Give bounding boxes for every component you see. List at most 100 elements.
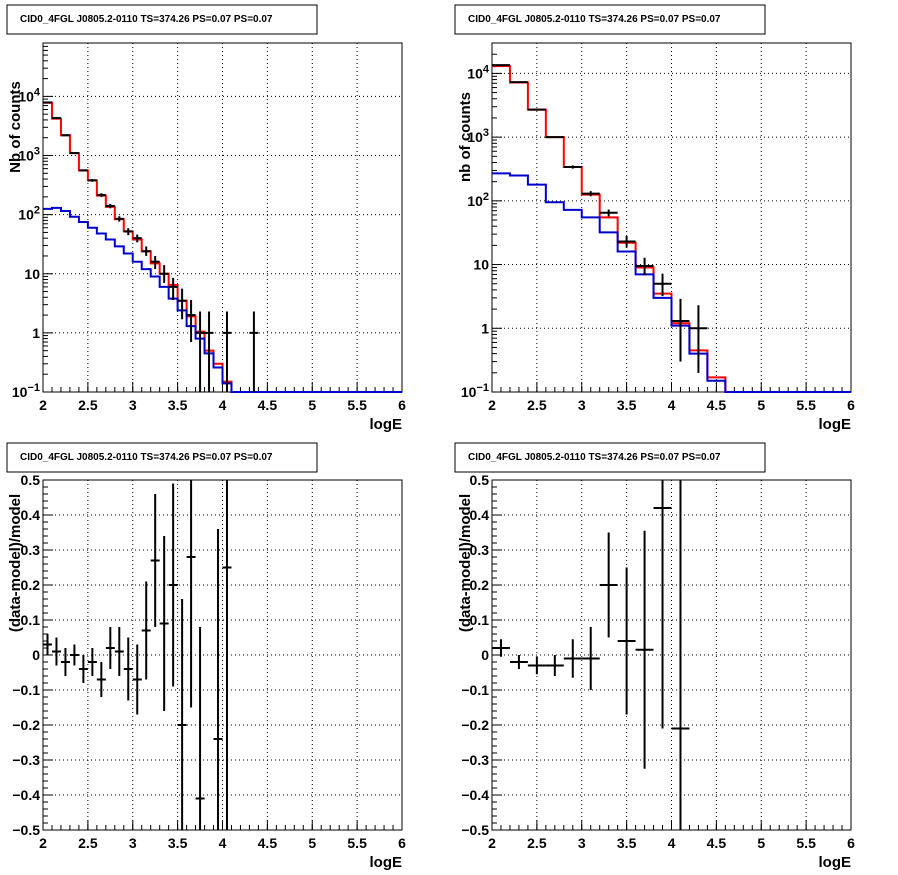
x-tick-label: 5	[757, 835, 765, 851]
y-tick-label: −0.2	[461, 717, 489, 733]
data-point	[78, 169, 88, 172]
y-tick-label: 1	[481, 320, 489, 336]
x-tick-label: 3	[129, 397, 137, 413]
y-tick-label: 0.3	[21, 542, 41, 558]
y-tick-label: −0.1	[461, 682, 489, 698]
data-point	[635, 257, 654, 276]
data-point	[51, 117, 61, 120]
data-point	[545, 136, 564, 139]
y-tick-label: 0	[32, 647, 40, 663]
y-tick-label: 0.5	[21, 472, 41, 488]
x-tick-label: 5	[308, 835, 316, 851]
x-axis-label: logE	[819, 416, 852, 433]
data-point	[581, 191, 600, 197]
x-tick-label: 3	[578, 397, 586, 413]
y-tick-label: 10	[473, 257, 489, 273]
title-box	[454, 4, 766, 35]
x-tick-label: 5.5	[796, 835, 816, 851]
x-tick-label: 2.5	[78, 835, 98, 851]
y-tick-label: 102	[18, 205, 40, 223]
data-point	[581, 627, 600, 690]
title-box	[454, 442, 766, 473]
data-point	[105, 627, 115, 669]
data-point	[617, 567, 636, 715]
data-point	[492, 64, 510, 67]
x-tick-label: 5	[757, 397, 765, 413]
y-tick-label: 0.2	[470, 577, 490, 593]
y-tick-label: 0.3	[470, 542, 490, 558]
data-point	[114, 216, 124, 222]
y-tick-label: −0.3	[12, 752, 40, 768]
data-point	[527, 108, 546, 111]
data-point	[123, 228, 133, 236]
data-point	[222, 311, 232, 392]
x-tick-label: 6	[847, 397, 855, 413]
data-point	[150, 494, 160, 627]
data-point	[69, 152, 79, 155]
x-tick-label: 5	[308, 397, 316, 413]
data-point	[78, 655, 88, 683]
x-tick-label: 2.5	[527, 835, 547, 851]
data-point	[671, 480, 690, 830]
x-tick-label: 4	[219, 397, 227, 413]
data-point	[96, 193, 106, 197]
data-point	[617, 236, 636, 248]
chart-panel-1: CID0_4FGL J0805.2-0110 TS=374.26 PS=0.07…	[6, 4, 406, 433]
x-tick-label: 2.5	[78, 397, 98, 413]
data-point	[195, 627, 205, 830]
data-point	[132, 234, 142, 243]
data-point	[159, 265, 169, 283]
data-point	[168, 483, 178, 687]
y-tick-label: 103	[467, 127, 489, 145]
chart-title: CID0_4FGL J0805.2-0110 TS=374.26 PS=0.07…	[20, 14, 273, 25]
chart-title: CID0_4FGL J0805.2-0110 TS=374.26 PS=0.07…	[468, 452, 721, 463]
y-axis-label: (data-model)/model	[457, 494, 474, 632]
y-tick-label: −0.5	[461, 822, 489, 838]
data-point	[60, 134, 70, 137]
data-point	[87, 179, 97, 182]
data-point	[653, 480, 672, 729]
y-tick-label: 10−1	[461, 382, 489, 400]
data-point	[653, 273, 672, 297]
x-tick-label: 4.5	[258, 397, 278, 413]
data-point	[177, 288, 187, 320]
data-point	[141, 581, 151, 680]
y-tick-label: 1	[32, 325, 40, 341]
data-point	[545, 655, 564, 676]
x-tick-label: 3.5	[617, 397, 637, 413]
y-axis-label: (data-model)/model	[7, 494, 24, 632]
x-tick-label: 3.5	[617, 835, 637, 851]
data-point	[599, 532, 618, 638]
data-point	[132, 644, 142, 715]
data-point	[492, 639, 510, 657]
data-point	[222, 480, 232, 830]
data-point	[168, 277, 178, 300]
x-tick-label: 2.5	[527, 397, 547, 413]
data-point	[509, 81, 528, 84]
x-tick-label: 3	[578, 835, 586, 851]
y-tick-label: −0.3	[461, 752, 489, 768]
data-point	[249, 311, 259, 392]
y-tick-label: −0.4	[461, 787, 489, 803]
data-point	[114, 627, 124, 676]
data-point	[105, 203, 115, 209]
data-point	[186, 480, 196, 708]
data-point	[60, 648, 70, 676]
data-point	[87, 648, 97, 676]
data-point	[69, 644, 79, 666]
y-tick-label: 10	[24, 266, 40, 282]
x-tick-label: 2	[39, 397, 47, 413]
data-point	[123, 637, 133, 701]
data-point	[563, 165, 582, 169]
y-tick-label: −0.5	[12, 822, 40, 838]
x-tick-label: 4.5	[707, 397, 727, 413]
y-tick-label: 0.1	[470, 612, 490, 628]
x-axis-label: logE	[370, 416, 403, 433]
x-tick-label: 3	[129, 835, 137, 851]
x-tick-label: 4.5	[707, 835, 727, 851]
x-tick-label: 2	[488, 397, 496, 413]
y-tick-label: 104	[467, 63, 490, 81]
data-point	[43, 101, 52, 104]
data-point	[177, 599, 187, 830]
chart-panel-3: CID0_4FGL J0805.2-0110 TS=374.26 PS=0.07…	[6, 442, 406, 871]
